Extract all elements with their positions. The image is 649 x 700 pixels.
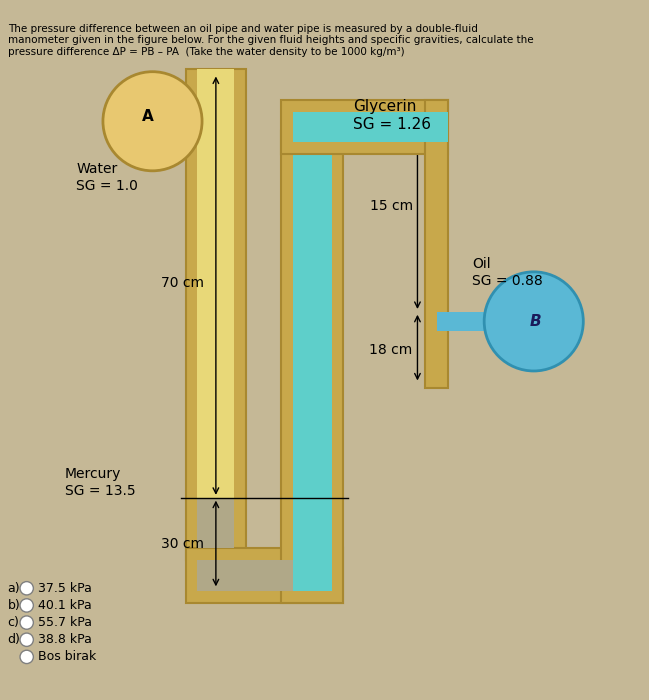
Bar [293,131,332,591]
Text: b): b) [8,599,20,612]
Text: d): d) [8,634,21,646]
Circle shape [20,598,33,612]
Circle shape [20,633,33,646]
Text: 70 cm: 70 cm [162,276,204,290]
Text: 55.7 kPa: 55.7 kPa [38,616,92,629]
Text: A: A [142,109,154,124]
Text: pressure difference ΔP = PB – PA  (Take the water density to be 1000 kg/m³): pressure difference ΔP = PB – PA (Take t… [8,47,404,57]
Text: 18 cm: 18 cm [369,343,413,357]
Text: manometer given in the figure below. For the given fluid heights and specific gr: manometer given in the figure below. For… [8,36,533,46]
Text: Water: Water [76,162,117,176]
Bar [281,100,448,154]
Circle shape [20,616,33,629]
Bar [197,498,234,548]
Bar [425,100,448,388]
Bar [186,69,246,560]
Circle shape [484,272,583,371]
Circle shape [103,71,202,171]
Text: a): a) [8,582,20,595]
Text: SG = 1.26: SG = 1.26 [352,117,431,132]
Text: SG = 13.5: SG = 13.5 [65,484,136,498]
Bar [437,312,496,331]
Text: Mercury: Mercury [65,467,121,481]
Text: 38.8 kPa: 38.8 kPa [38,634,92,646]
Text: 15 cm: 15 cm [369,199,413,213]
Circle shape [20,582,33,595]
Text: Oil: Oil [472,257,491,271]
Bar [281,131,343,603]
Text: 37.5 kPa: 37.5 kPa [38,582,92,595]
Text: The pressure difference between an oil pipe and water pipe is measured by a doub: The pressure difference between an oil p… [8,24,478,34]
Text: 30 cm: 30 cm [162,538,204,552]
Bar [186,548,343,603]
Text: 40.1 kPa: 40.1 kPa [38,599,92,612]
Bar [197,560,332,591]
Bar [197,69,234,498]
Text: c): c) [8,616,19,629]
Text: B: B [530,314,541,329]
Text: Glycerin: Glycerin [352,99,416,115]
Text: Bos birak: Bos birak [38,650,96,664]
Text: SG = 1.0: SG = 1.0 [76,179,138,193]
Circle shape [20,650,33,664]
Text: SG = 0.88: SG = 0.88 [472,274,543,288]
Bar [293,112,448,142]
